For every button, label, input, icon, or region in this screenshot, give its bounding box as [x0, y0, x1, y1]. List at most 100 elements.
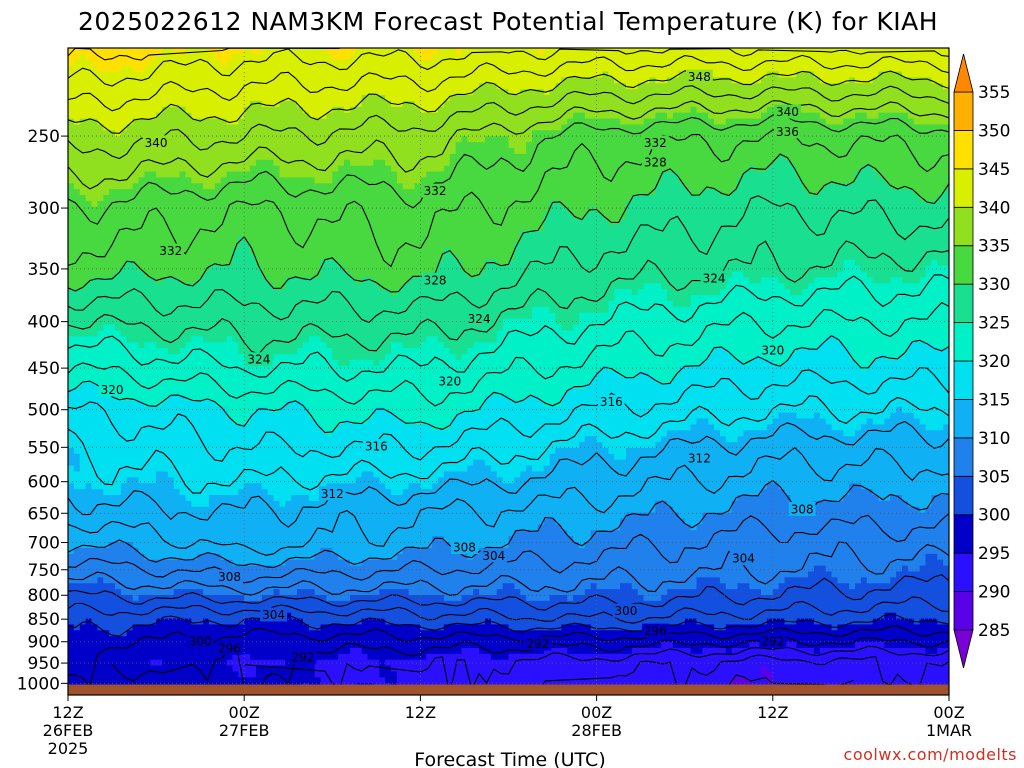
fill-cell	[173, 489, 181, 561]
fill-cell	[819, 500, 827, 567]
contour-label: 332	[159, 244, 182, 258]
fill-cell	[97, 71, 104, 126]
fill-cell	[179, 495, 187, 561]
fill-cell	[302, 495, 310, 561]
fill-cell	[244, 171, 251, 243]
fill-cell	[837, 183, 844, 273]
fill-cell	[755, 430, 762, 496]
fill-cell	[496, 136, 504, 267]
fill-cell	[514, 318, 521, 402]
fill-cell	[761, 48, 768, 79]
fill-cell	[702, 112, 709, 190]
fill-cell	[860, 371, 868, 426]
fill-cell	[925, 200, 932, 267]
fill-cell	[479, 653, 486, 695]
chart-title: 2025022612 NAM3KM Forecast Potential Tem…	[78, 7, 938, 36]
fill-cell	[485, 618, 492, 655]
fill-cell	[279, 406, 286, 508]
fill-cell	[825, 424, 833, 502]
fill-cell	[508, 583, 515, 631]
fill-cell	[250, 165, 257, 255]
fill-cell	[226, 48, 234, 61]
fill-cell	[684, 647, 692, 695]
fill-cell	[179, 618, 187, 695]
fill-cell	[473, 142, 480, 278]
contour-line	[68, 195, 949, 324]
contour-label-bg	[421, 183, 449, 198]
fill-cell	[97, 330, 104, 390]
fill-cell	[455, 653, 463, 695]
fill-cell	[778, 365, 786, 414]
fill-cell	[144, 171, 151, 278]
fill-cell	[338, 59, 345, 108]
fill-cell	[778, 412, 786, 490]
fill-cell	[531, 230, 539, 308]
fill-cell	[232, 424, 239, 496]
fill-cell	[602, 71, 609, 120]
fill-cell	[402, 589, 410, 626]
fill-cell	[455, 48, 463, 55]
fill-cell	[878, 283, 885, 355]
fill-cell	[714, 48, 721, 79]
fill-cell	[261, 159, 269, 278]
fill-cell	[496, 589, 504, 626]
contour-label: 348	[688, 70, 711, 84]
fill-cell	[784, 359, 792, 414]
fill-cell	[684, 365, 692, 431]
fill-cell	[690, 618, 698, 655]
fill-cell	[191, 336, 198, 402]
colorbar-segment	[953, 245, 974, 285]
fill-cell	[267, 659, 275, 667]
fill-cell	[537, 471, 545, 526]
fill-cell	[355, 565, 363, 596]
fill-cell	[396, 289, 404, 343]
fill-cell	[502, 395, 510, 484]
fill-cell	[855, 112, 862, 173]
fill-cell	[320, 547, 328, 596]
fill-cell	[114, 48, 122, 73]
fill-cell	[802, 347, 809, 420]
fill-cell	[68, 553, 75, 584]
fill-cell	[520, 653, 527, 695]
fill-cell	[913, 647, 921, 695]
contour-label-bg	[260, 607, 287, 622]
fill-cell	[426, 171, 433, 278]
fill-cell	[655, 48, 662, 84]
fill-cell	[226, 336, 234, 420]
fill-cell	[367, 359, 375, 420]
fill-cell	[73, 453, 81, 473]
contour-label-bg	[774, 124, 801, 139]
fill-cell	[150, 277, 157, 343]
fill-cell	[849, 48, 856, 79]
fill-cell	[714, 430, 721, 514]
fill-cell	[203, 618, 210, 695]
fill-cell	[197, 118, 204, 184]
fill-cell	[79, 195, 87, 290]
fill-cell	[696, 653, 703, 695]
fill-cell	[937, 195, 944, 267]
fill-cell	[672, 48, 680, 79]
fill-cell	[314, 553, 322, 596]
fill-cell	[725, 624, 733, 655]
fill-cell	[314, 183, 322, 278]
fill-cell	[502, 659, 510, 695]
fill-cell	[373, 365, 380, 408]
fill-cell	[408, 48, 416, 102]
y-tick-label: 1000	[17, 674, 60, 694]
fill-cell	[584, 589, 592, 626]
contour-line	[68, 613, 949, 637]
fill-cell	[373, 477, 380, 561]
fill-cell	[373, 595, 380, 620]
fill-cell	[749, 48, 756, 84]
fill-cell	[520, 89, 527, 155]
fill-cell	[308, 589, 316, 631]
fill-cell	[872, 48, 880, 79]
fill-cell	[485, 83, 492, 137]
fill-cell	[291, 48, 298, 102]
fill-cell	[896, 189, 903, 278]
fill-cell	[485, 48, 492, 84]
fill-cell	[543, 600, 551, 631]
fill-cell	[725, 589, 733, 626]
fill-cell	[344, 59, 351, 114]
fill-cell	[379, 359, 386, 408]
